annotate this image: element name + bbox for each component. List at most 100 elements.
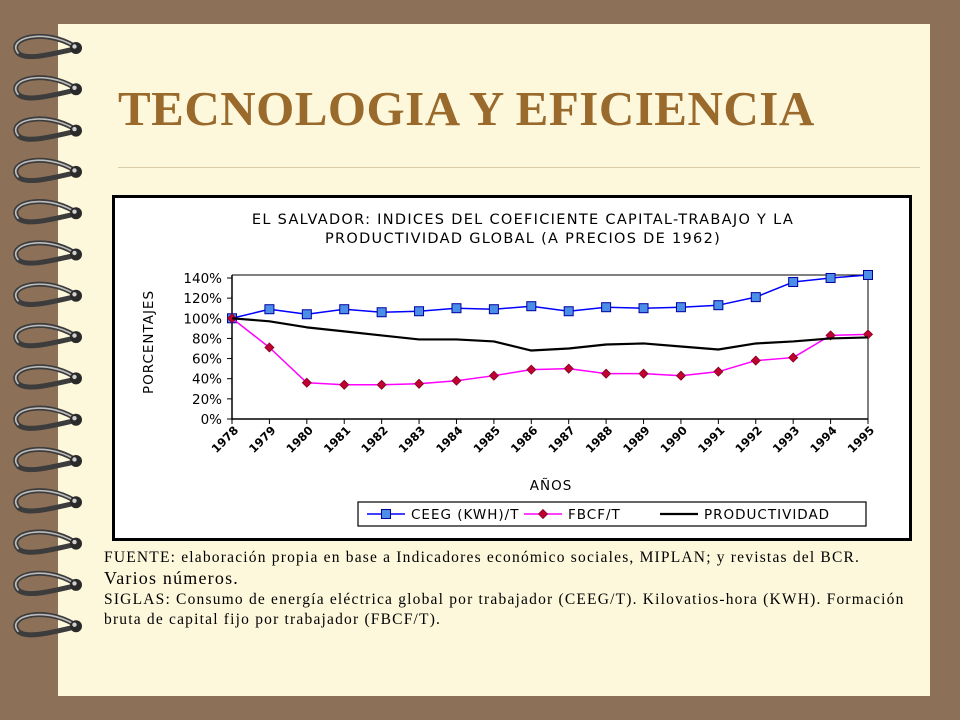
x-tick-label: 1991 [695, 423, 728, 456]
data-point [526, 301, 537, 312]
chart-title-line-1: EL SALVADOR: INDICES DEL COEFICIENTE CAP… [252, 212, 794, 228]
y-tick-label: 40% [192, 372, 222, 388]
x-tick-label: 1981 [321, 423, 354, 456]
x-tick-label: 1992 [732, 423, 765, 456]
data-point [339, 379, 350, 390]
x-tick-label: 1979 [246, 423, 279, 456]
x-tick-label: 1988 [583, 423, 616, 456]
legend-box [357, 501, 867, 527]
series-line [231, 317, 869, 352]
data-point [750, 292, 761, 303]
binder-ring [13, 364, 82, 390]
binder-ring [13, 570, 82, 597]
data-point [264, 342, 275, 353]
data-point [788, 352, 799, 363]
binder-ring [13, 33, 82, 60]
y-tick-label: 100% [183, 311, 222, 327]
data-point [226, 313, 238, 324]
legend-label: CEEG (KWH)/T [411, 507, 519, 523]
data-point [638, 303, 649, 314]
source-note-line-2: Varios números. [104, 568, 239, 588]
data-point [301, 309, 312, 320]
series-line [231, 274, 869, 320]
data-point [376, 379, 387, 390]
data-point [638, 368, 649, 379]
binder-ring [13, 446, 82, 473]
x-tick-label: 1983 [396, 423, 429, 456]
legend-label: FBCF/T [568, 507, 621, 523]
y-tick-label: 80% [192, 331, 222, 347]
slide-title: TECNOLOGIA Y EFICIENCIA [118, 81, 815, 136]
binder-ring [13, 281, 82, 307]
x-tick-label: 1987 [545, 423, 578, 456]
data-point [339, 304, 350, 315]
data-point [488, 370, 499, 381]
binder-ring [13, 322, 82, 349]
x-tick-label: 1978 [209, 423, 242, 456]
binder-ring [13, 240, 82, 266]
binder-ring [13, 157, 82, 184]
data-point [788, 277, 799, 288]
legend-marker [537, 508, 549, 520]
line-chart: EL SALVADOR: INDICES DEL COEFICIENTE CAP… [141, 212, 877, 527]
data-point [750, 355, 761, 366]
data-point [825, 273, 836, 283]
series-productividad [231, 317, 869, 352]
x-axis-label: AÑOS [530, 477, 573, 494]
data-point [563, 306, 574, 317]
title-divider [118, 167, 920, 168]
data-point [413, 378, 425, 389]
binder-rings [13, 33, 82, 638]
data-point [264, 304, 275, 315]
data-point [601, 368, 612, 379]
binder-ring [13, 529, 82, 555]
data-point [601, 302, 612, 313]
data-point [414, 306, 425, 317]
y-tick-label: 20% [192, 392, 222, 408]
chart-container: EL SALVADOR: INDICES DEL COEFICIENTE CAP… [112, 195, 912, 541]
series-fbcf-t [226, 313, 874, 390]
series-ceeg-kwh-t [227, 269, 873, 324]
x-tick-label: 1994 [807, 423, 840, 456]
data-point [675, 302, 686, 313]
legend-item: CEEG (KWH)/T [367, 507, 519, 523]
binder-ring [13, 405, 82, 431]
x-tick-label: 1990 [658, 423, 691, 456]
y-tick-label: 0% [201, 412, 223, 428]
binder-ring [13, 488, 82, 514]
y-tick-label: 140% [183, 271, 222, 287]
data-point [563, 363, 574, 374]
legend-item: FBCF/T [524, 507, 621, 523]
acronyms-note: SIGLAS: Consumo de energía eléctrica glo… [104, 591, 905, 628]
source-note-line-1: FUENTE: elaboración propia en base a Ind… [104, 549, 861, 566]
chart-series [226, 269, 874, 390]
data-point [526, 364, 537, 375]
x-tick-label: 1985 [470, 423, 503, 456]
x-tick-label: 1993 [770, 423, 803, 456]
chart-title-line-2: PRODUCTIVIDAD GLOBAL (A PRECIOS DE 1962) [325, 231, 721, 247]
y-tick-label: 60% [192, 352, 222, 368]
data-point [376, 307, 387, 318]
x-tick-label: 1984 [433, 423, 466, 456]
data-point [301, 377, 312, 388]
chart-legend: CEEG (KWH)/T FBCF/T PRODUCTIVIDAD [357, 501, 867, 527]
binder-ring [13, 612, 82, 638]
legend-label: PRODUCTIVIDAD [704, 507, 830, 523]
data-point [451, 375, 462, 386]
data-point [713, 366, 724, 377]
binder-ring [13, 199, 82, 225]
binder-ring [13, 75, 82, 101]
chart-axes: 140%120%100%80%60%40%20%0%1978 1979 1980 19… [183, 271, 877, 456]
x-tick-label: 1982 [358, 423, 391, 456]
x-tick-label: 1995 [845, 423, 878, 456]
x-tick-label: 1986 [508, 423, 541, 456]
data-point [451, 303, 462, 314]
x-tick-label: 1980 [283, 423, 316, 456]
legend-marker [381, 509, 391, 519]
data-point [713, 300, 724, 311]
data-point [488, 304, 499, 315]
x-tick-label: 1989 [620, 423, 653, 456]
series-line [231, 317, 869, 386]
y-tick-label: 120% [183, 291, 222, 307]
legend-item: PRODUCTIVIDAD [660, 507, 830, 523]
